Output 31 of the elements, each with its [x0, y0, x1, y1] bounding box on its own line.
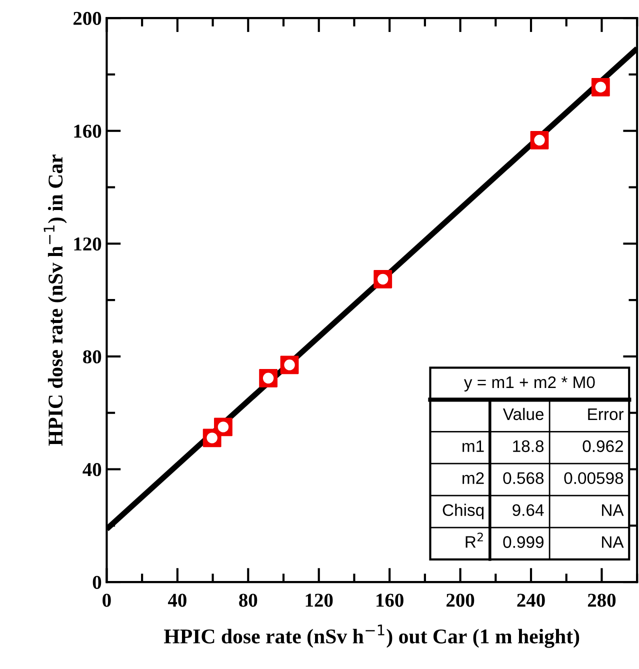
annotation: R$^{2}$	[466, 532, 483, 548]
annotation: 0.568	[503, 472, 544, 484]
y-tick-label: 40	[82, 463, 102, 476]
annotation: 18.8	[513, 440, 544, 452]
annotation: 0.962	[582, 440, 623, 452]
x-tick-label: 160	[376, 594, 404, 607]
x-tick-label: 0	[102, 594, 111, 607]
x-tick-label: 240	[517, 594, 545, 607]
annotation: m1	[462, 440, 484, 452]
annotation: Value	[502, 408, 544, 420]
x-axis-title: HPIC dose rate (nSv h$^{−1}$) out Car (1 m height)	[164, 624, 580, 648]
y-tick-label: 160	[74, 124, 102, 138]
annotation: 9.64	[512, 504, 544, 516]
annotation: 0.00598	[564, 472, 624, 484]
annotation: m2	[462, 472, 484, 484]
x-tick-label: 120	[306, 594, 333, 607]
y-tick-label: 200	[74, 12, 102, 25]
x-tick-label: 40	[168, 594, 186, 607]
y-tick-label: 0	[92, 576, 102, 589]
annotation: NA	[602, 504, 624, 516]
annotation: Error	[588, 408, 624, 420]
x-tick-label: 280	[588, 594, 616, 607]
x-tick-label: 80	[239, 594, 258, 607]
annotation: y = m1 + m2 * M0	[464, 376, 595, 392]
annotation: NA	[602, 536, 624, 548]
y-tick-label: 80	[83, 350, 102, 364]
annotation: Chisq	[442, 504, 484, 520]
y-axis-title: HPIC dose rate (nSv h$^{−1}$) in Car	[44, 154, 67, 446]
annotation: 0.999	[503, 536, 544, 548]
y-tick-label: 120	[74, 237, 102, 251]
x-tick-label: 200	[446, 594, 474, 607]
